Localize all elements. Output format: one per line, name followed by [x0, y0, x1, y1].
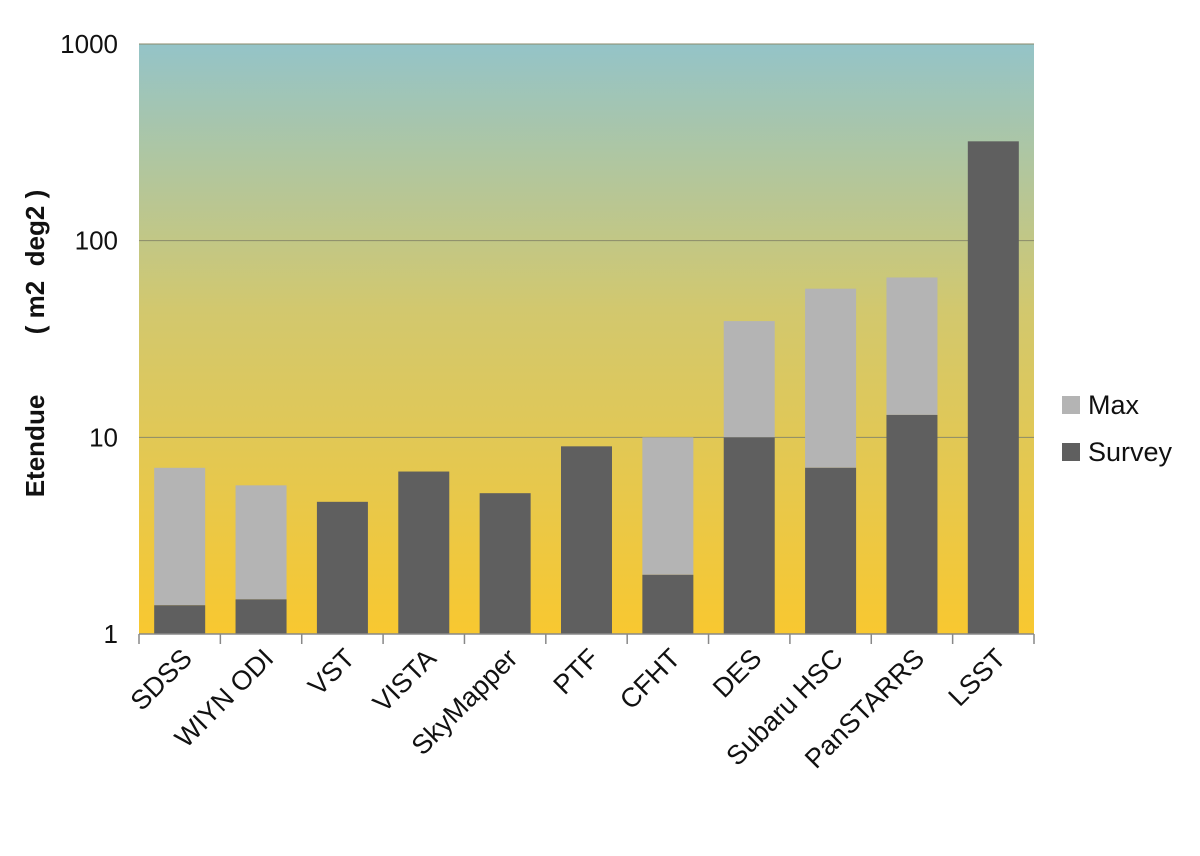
- legend-label-max: Max: [1088, 390, 1140, 420]
- bar-survey: [561, 446, 612, 634]
- legend: Max Survey: [1062, 390, 1173, 467]
- x-category-label: CFHT: [614, 643, 686, 715]
- bar-max: [723, 321, 775, 438]
- bar-survey: [479, 493, 531, 634]
- y-tick-label: 1000: [60, 29, 118, 59]
- bar-survey: [805, 467, 857, 634]
- bar-max: [642, 437, 694, 575]
- legend-swatch-survey: [1062, 443, 1080, 461]
- bar-max: [154, 467, 206, 606]
- bar-survey: [235, 599, 287, 634]
- y-axis-title-unit: ( m2 deg2 ): [20, 190, 50, 334]
- bar-survey: [886, 414, 938, 634]
- x-category-label: VISTA: [367, 643, 442, 718]
- bar-survey: [398, 471, 450, 634]
- legend-swatch-max: [1062, 396, 1080, 414]
- bar-survey: [316, 501, 368, 634]
- x-category-label: VST: [302, 643, 360, 701]
- bar-max: [235, 485, 287, 600]
- y-tick-label: 100: [75, 226, 118, 256]
- x-category-label: DES: [707, 643, 767, 703]
- bar-max: [886, 277, 938, 415]
- y-tick-label: 1: [104, 619, 118, 649]
- bar-survey: [154, 605, 206, 634]
- bar-max: [805, 288, 857, 468]
- x-category-label: SDSS: [125, 643, 198, 716]
- y-tick-label: 10: [89, 422, 118, 452]
- y-axis-title-main: Etendue: [20, 395, 50, 498]
- x-category-label: LSST: [943, 643, 1012, 712]
- bar-survey: [723, 437, 775, 634]
- y-axis-title: Etendue ( m2 deg2 ): [20, 190, 50, 498]
- x-category-label: PTF: [547, 643, 604, 700]
- legend-label-survey: Survey: [1088, 437, 1173, 467]
- bar-survey: [642, 574, 694, 634]
- bar-survey: [967, 141, 1019, 635]
